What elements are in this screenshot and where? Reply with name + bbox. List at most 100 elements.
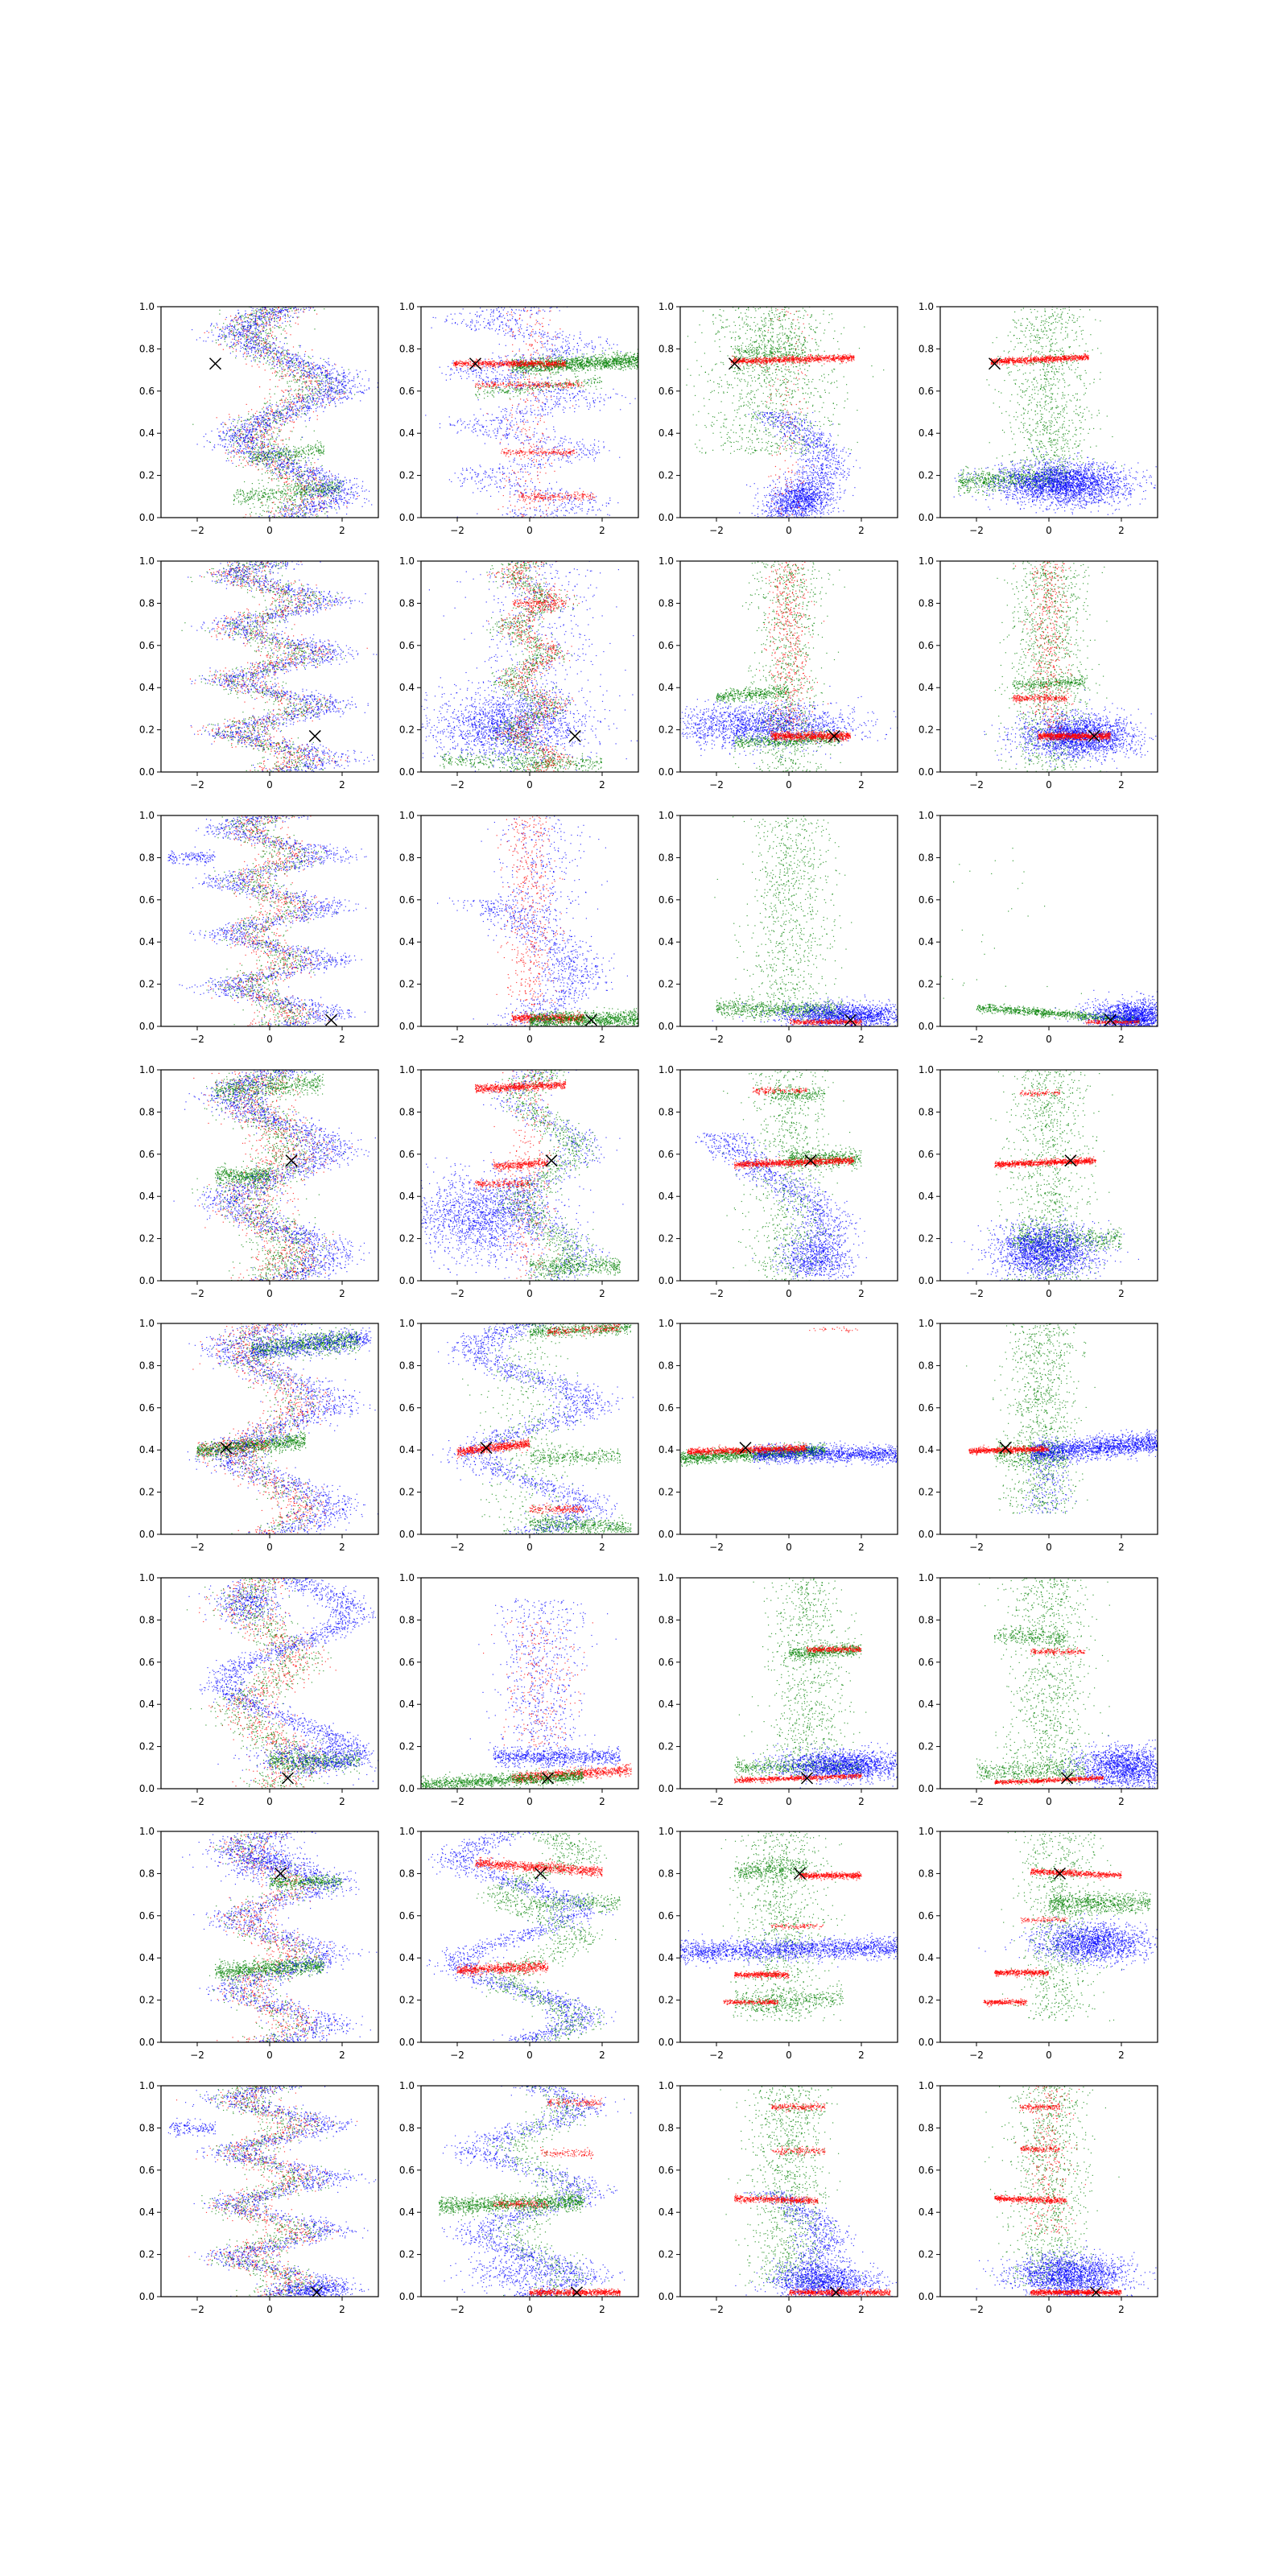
data-point [235,357,236,358]
data-point [242,426,243,427]
data-point [260,502,261,503]
data-point [270,330,271,331]
data-point [337,388,338,389]
data-point [288,394,289,395]
data-point [281,398,282,399]
data-point [267,468,268,469]
data-point [361,392,362,393]
data-point [274,444,275,445]
data-point [240,435,241,436]
data-point [358,376,359,377]
data-point [258,346,259,347]
data-point [286,471,287,472]
data-point [260,447,261,448]
data-point [284,355,285,356]
data-point [265,337,266,338]
data-point [351,487,352,488]
data-point [308,489,309,490]
data-point [288,446,289,447]
data-point [293,346,294,347]
data-point [300,416,301,417]
data-point [279,400,280,401]
data-point [269,312,270,313]
data-point [261,449,262,450]
data-point [244,498,245,499]
data-point [286,473,287,474]
data-point [234,499,235,500]
data-point [285,321,286,322]
data-point [313,394,314,395]
data-point [287,402,288,403]
data-point [293,414,294,415]
data-point [244,444,245,445]
data-point [299,380,300,381]
data-point [307,464,308,465]
data-point [263,412,264,413]
data-point [285,309,286,310]
data-point [313,372,314,373]
data-point [268,444,269,445]
data-point [356,369,357,370]
data-point [318,470,319,471]
data-point [291,410,292,411]
data-point [314,470,315,471]
data-point [290,366,291,367]
data-point [337,485,338,486]
data-point [269,463,270,464]
data-point [320,441,321,442]
data-point [294,363,295,364]
data-point [302,374,303,375]
data-point [347,494,348,495]
data-point [308,478,309,479]
data-point [261,491,262,492]
data-point [270,397,271,398]
data-point [296,462,297,463]
data-point [300,394,301,395]
data-point [285,314,286,315]
data-point [255,413,256,414]
data-point [255,360,256,361]
data-point [305,363,306,364]
data-point [267,357,268,358]
data-point [258,456,259,457]
data-point [286,415,287,416]
data-point [277,413,278,414]
data-point [268,312,269,313]
data-point [248,317,249,318]
data-point [264,414,265,415]
data-point [294,454,295,455]
data-point [283,366,284,367]
data-point [285,491,286,492]
data-point [282,364,283,365]
data-point [264,341,265,342]
data-point [253,354,254,355]
data-point [300,345,301,346]
data-point [336,398,337,399]
data-point [236,356,237,357]
data-point [226,345,227,346]
data-point [283,370,284,371]
data-point [318,459,319,460]
data-point [248,411,249,412]
data-point [298,362,299,363]
data-point [235,329,236,330]
data-point [241,417,242,418]
data-point [280,420,281,421]
data-point [247,323,248,324]
data-point [285,318,286,319]
data-point [291,414,292,415]
data-point [250,343,251,344]
data-point [275,458,276,459]
data-point [245,331,246,332]
data-point [255,466,256,467]
data-point [286,337,287,338]
data-point [233,443,234,444]
data-point [349,502,350,503]
data-point [237,344,238,345]
data-point [286,375,287,376]
data-point [229,328,230,329]
data-point [341,367,342,368]
data-point [284,454,285,455]
data-point [290,321,291,322]
data-point [331,503,332,504]
